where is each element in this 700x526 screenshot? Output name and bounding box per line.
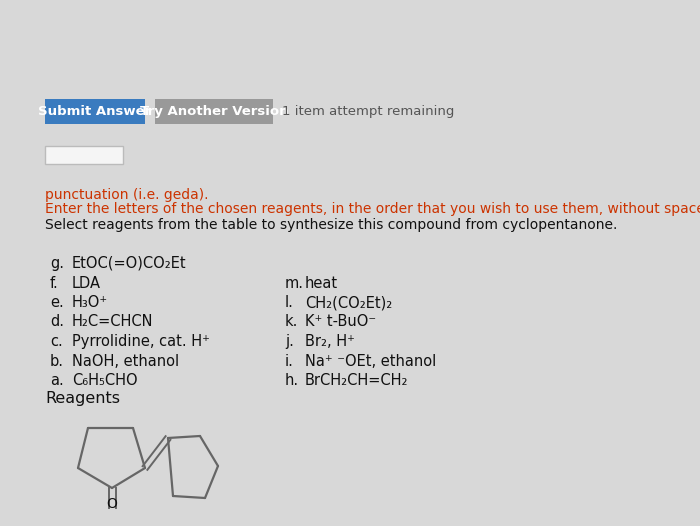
Text: H₃O⁺: H₃O⁺ bbox=[72, 295, 108, 310]
Text: Select reagents from the table to synthesize this compound from cyclopentanone.: Select reagents from the table to synthe… bbox=[45, 218, 617, 232]
Text: h.: h. bbox=[285, 373, 299, 388]
Text: punctuation (i.e. geda).: punctuation (i.e. geda). bbox=[45, 187, 209, 201]
Text: LDA: LDA bbox=[72, 276, 101, 290]
Text: m.: m. bbox=[285, 276, 304, 290]
Text: H₂C=CHCN: H₂C=CHCN bbox=[72, 315, 153, 329]
Text: Try Another Version: Try Another Version bbox=[140, 105, 288, 118]
Text: g.: g. bbox=[50, 256, 64, 271]
Text: NaOH, ethanol: NaOH, ethanol bbox=[72, 353, 179, 369]
Text: Na⁺ ⁻OEt, ethanol: Na⁺ ⁻OEt, ethanol bbox=[305, 353, 436, 369]
Text: C₆H₅CHO: C₆H₅CHO bbox=[72, 373, 138, 388]
Text: O: O bbox=[106, 497, 118, 511]
Text: Pyrrolidine, cat. H⁺: Pyrrolidine, cat. H⁺ bbox=[72, 334, 210, 349]
Text: 1 item attempt remaining: 1 item attempt remaining bbox=[282, 105, 454, 118]
Text: d.: d. bbox=[50, 315, 64, 329]
Text: e.: e. bbox=[50, 295, 64, 310]
Text: a.: a. bbox=[50, 373, 64, 388]
Text: K⁺ t-BuO⁻: K⁺ t-BuO⁻ bbox=[305, 315, 376, 329]
Text: l.: l. bbox=[285, 295, 294, 310]
Text: heat: heat bbox=[305, 276, 338, 290]
Text: j.: j. bbox=[285, 334, 294, 349]
Text: c.: c. bbox=[50, 334, 63, 349]
Text: EtOC(=O)CO₂Et: EtOC(=O)CO₂Et bbox=[72, 256, 187, 271]
Text: BrCH₂CH=CH₂: BrCH₂CH=CH₂ bbox=[305, 373, 409, 388]
Text: Enter the letters of the chosen reagents, in the order that you wish to use them: Enter the letters of the chosen reagents… bbox=[45, 203, 700, 217]
FancyBboxPatch shape bbox=[45, 146, 123, 164]
FancyBboxPatch shape bbox=[45, 99, 145, 124]
Text: CH₂(CO₂Et)₂: CH₂(CO₂Et)₂ bbox=[305, 295, 392, 310]
Text: Submit Answer: Submit Answer bbox=[38, 105, 152, 118]
Text: k.: k. bbox=[285, 315, 298, 329]
Text: Reagents: Reagents bbox=[45, 391, 120, 406]
Text: Br₂, H⁺: Br₂, H⁺ bbox=[305, 334, 355, 349]
FancyBboxPatch shape bbox=[155, 99, 273, 124]
Text: f.: f. bbox=[50, 276, 59, 290]
Text: b.: b. bbox=[50, 353, 64, 369]
Text: i.: i. bbox=[285, 353, 294, 369]
